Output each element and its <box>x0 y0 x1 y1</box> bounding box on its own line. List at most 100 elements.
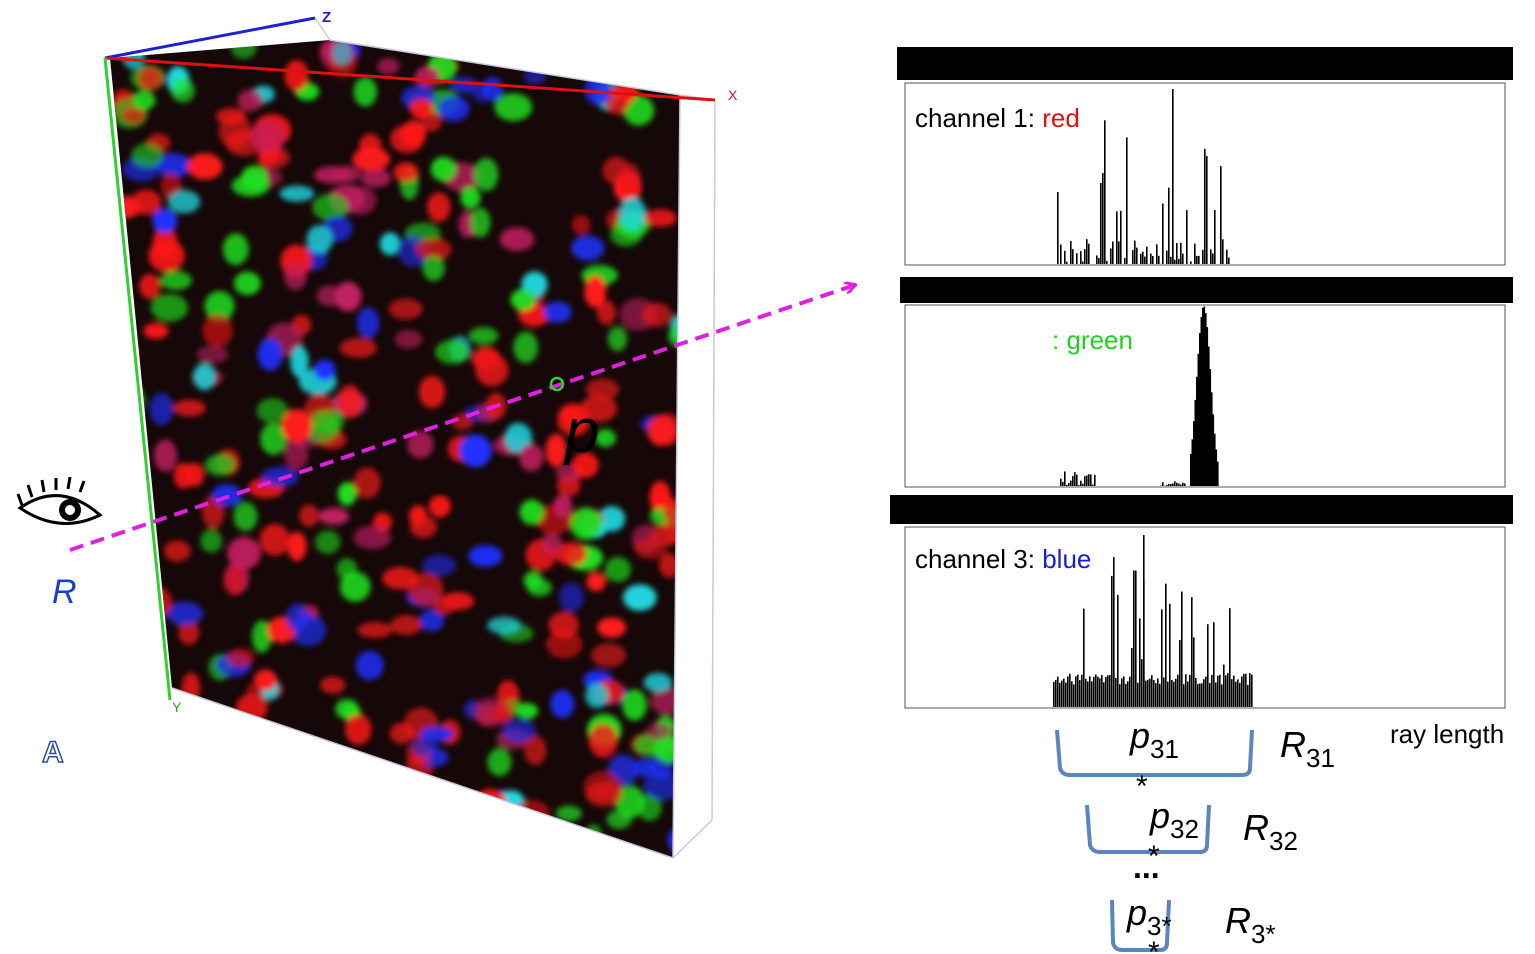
cell <box>238 90 263 112</box>
cell <box>431 157 456 182</box>
cell <box>487 617 521 634</box>
symbol: p <box>1126 892 1147 933</box>
cell <box>662 522 681 545</box>
hist-bar <box>1066 485 1068 486</box>
hist-bar <box>1176 483 1178 486</box>
cell <box>223 233 249 265</box>
cell <box>254 670 277 691</box>
hist-bar <box>1178 484 1180 486</box>
hist-bar <box>1159 684 1161 707</box>
cell <box>519 444 544 471</box>
hist-bar <box>1222 239 1224 264</box>
hist-bar <box>1117 595 1119 707</box>
cell <box>173 400 205 417</box>
hist-bar <box>1091 681 1093 707</box>
hist-bar <box>1206 156 1208 264</box>
cell <box>338 385 361 419</box>
hist-bar <box>1088 244 1090 264</box>
cell <box>260 524 291 556</box>
cell <box>151 294 188 322</box>
cell <box>356 651 384 680</box>
hist-bar <box>1162 203 1164 264</box>
hist-bar <box>1161 609 1163 707</box>
hist-bar <box>1180 485 1182 486</box>
symbol: R <box>1280 724 1306 765</box>
cell <box>470 208 490 238</box>
cell <box>475 354 508 386</box>
hist-bar <box>1150 254 1152 264</box>
hist-bar <box>1101 675 1103 707</box>
hist-bar <box>1171 680 1173 707</box>
cell <box>495 844 525 872</box>
hist-bar <box>1202 308 1204 486</box>
hist-bar <box>1249 673 1251 707</box>
ray-label: R <box>52 573 77 611</box>
hist-bar <box>1214 434 1216 486</box>
hist-bar <box>1060 245 1062 264</box>
hist-bar <box>1213 414 1215 486</box>
hist-bar <box>1239 683 1241 707</box>
hist-bar <box>1095 675 1097 707</box>
cell <box>477 795 502 829</box>
hist-bar <box>1115 678 1117 707</box>
hist-bar <box>1199 333 1201 486</box>
hist-bar <box>1142 252 1144 264</box>
hist-bar <box>1229 608 1231 707</box>
cell <box>314 746 334 778</box>
cell <box>644 209 677 227</box>
cell <box>474 158 499 191</box>
hist-bar <box>1174 260 1176 264</box>
cell <box>206 454 236 476</box>
hist-bar <box>1084 249 1086 264</box>
cell <box>474 789 507 817</box>
symbol: p <box>1149 795 1170 836</box>
hist-bar <box>1183 684 1185 707</box>
cell <box>410 98 433 119</box>
y-label: Y <box>172 699 182 715</box>
cell <box>122 45 145 69</box>
cell <box>176 810 203 840</box>
hist-bar <box>1185 674 1187 707</box>
hist-bar <box>1061 681 1063 707</box>
hist-bar <box>1100 183 1102 264</box>
hist-bar <box>1220 166 1222 264</box>
hist-bar <box>1112 241 1114 264</box>
hist-bar <box>1057 192 1059 264</box>
hist-bar <box>1167 682 1169 707</box>
hist-bar <box>1081 675 1083 707</box>
cell <box>227 649 254 668</box>
hist-bar <box>1173 682 1175 707</box>
hist-bar <box>1149 679 1151 707</box>
cell <box>261 818 293 848</box>
cell <box>427 193 451 222</box>
symbol: R <box>1243 807 1269 848</box>
cell <box>95 461 128 494</box>
hist-bar <box>1152 256 1154 264</box>
cell <box>469 327 499 344</box>
hist-bar <box>1131 648 1133 707</box>
title-bar <box>890 495 1513 524</box>
hist-bar <box>1177 675 1179 707</box>
cell <box>393 163 418 182</box>
hist-bar <box>1201 317 1203 486</box>
hist-bar <box>1103 682 1105 707</box>
hist-bar <box>1203 679 1205 707</box>
cell <box>565 835 602 854</box>
cell <box>429 495 451 517</box>
cell <box>559 583 584 612</box>
cell <box>318 508 349 525</box>
hist-bar <box>1066 262 1068 264</box>
hist-bar <box>1235 682 1237 707</box>
hist-bar <box>1089 676 1091 707</box>
hist-bar <box>1067 676 1069 707</box>
subscript: 31 <box>1150 734 1179 764</box>
cell <box>339 756 366 782</box>
hist-bar <box>1251 675 1253 707</box>
panel-label: A <box>42 736 64 769</box>
hist-bar <box>1143 535 1145 707</box>
hist-bar <box>1132 250 1134 264</box>
cell <box>315 530 340 554</box>
hist-bar <box>1194 244 1196 264</box>
hist-bar <box>1136 248 1138 264</box>
hist-bar <box>1243 674 1245 707</box>
